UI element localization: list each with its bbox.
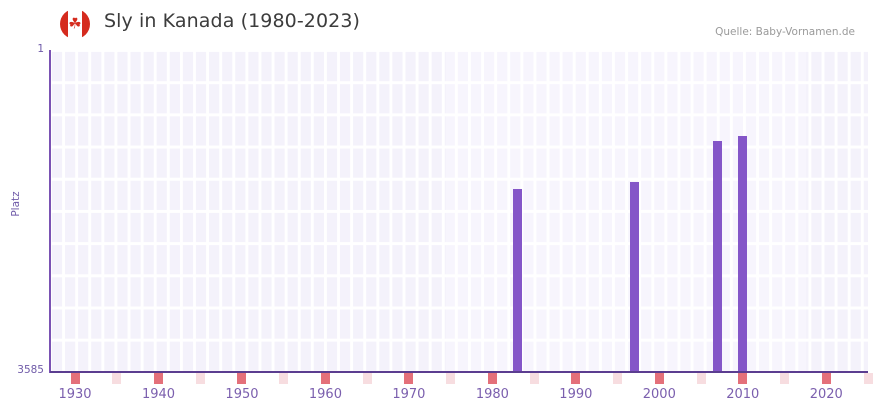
x-tick-major (404, 373, 414, 384)
x-axis-tick-label: 1990 (559, 387, 593, 402)
x-tick-minor (529, 373, 539, 384)
bar (713, 141, 723, 372)
x-tick-major (571, 373, 581, 384)
x-tick-minor (780, 373, 790, 384)
y-axis-title: Platz (10, 191, 22, 217)
plot-gridlines (50, 50, 868, 372)
flag-band-right (82, 9, 90, 39)
x-tick-major (821, 373, 831, 384)
x-axis-tick-label: 2000 (642, 387, 676, 402)
x-tick-major (320, 373, 330, 384)
bar (512, 188, 522, 372)
x-axis-tick-label: 1930 (58, 387, 92, 402)
x-tick-minor (112, 373, 122, 384)
y-axis-tick-top: 1 (37, 43, 44, 55)
plot-area (50, 50, 868, 372)
x-tick-minor (446, 373, 456, 384)
y-axis-tick-bottom: 3585 (17, 364, 44, 376)
page-title: Sly in Kanada (1980-2023) (104, 10, 361, 32)
bar (738, 135, 748, 372)
x-axis-tick-label: 1960 (308, 387, 342, 402)
y-axis-line (49, 50, 51, 373)
x-tick-minor (613, 373, 623, 384)
x-tick-major (654, 373, 664, 384)
x-axis-tick-label: 1980 (475, 387, 509, 402)
maple-leaf-icon: ☘ (68, 14, 82, 33)
source-attribution: Quelle: Baby-Vornamen.de (715, 26, 855, 38)
x-tick-major (738, 373, 748, 384)
x-tick-minor (362, 373, 372, 384)
x-axis-line (50, 371, 868, 373)
flag-band-left (60, 9, 68, 39)
x-axis-tick-label: 2020 (809, 387, 843, 402)
chart-header: ☘ Sly in Kanada (1980-2023) Quelle: Baby… (0, 0, 873, 46)
x-tick-minor (195, 373, 205, 384)
x-tick-minor (696, 373, 706, 384)
x-tick-major (237, 373, 247, 384)
canada-flag-icon: ☘ (60, 9, 90, 39)
x-axis-tick-strip (50, 373, 873, 384)
x-tick-major (154, 373, 163, 384)
x-axis-tick-label: 1950 (225, 387, 259, 402)
bar (629, 181, 639, 372)
x-axis-tick-label: 1970 (392, 387, 426, 402)
x-tick-major (70, 373, 80, 384)
x-tick-minor (279, 373, 289, 384)
x-axis-tick-label: 1940 (141, 387, 176, 402)
x-axis-tick-label: 2010 (726, 387, 760, 402)
x-tick-major (487, 373, 497, 384)
x-tick-minor (863, 373, 873, 384)
